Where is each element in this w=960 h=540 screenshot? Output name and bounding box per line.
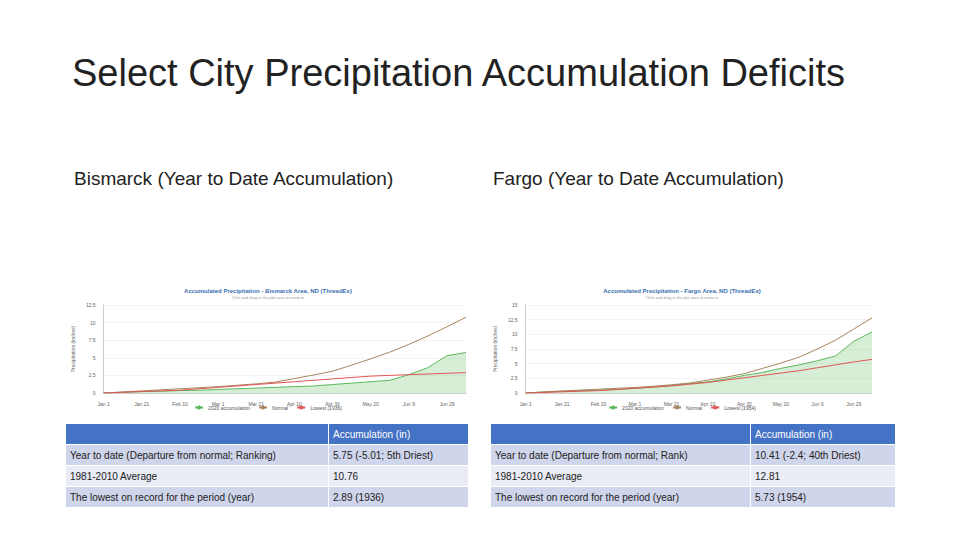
svg-text:Jan 21: Jan 21: [134, 401, 149, 407]
svg-text:12.5: 12.5: [86, 302, 96, 308]
html-text:12.81: 12.81: [755, 470, 780, 482]
svg-text:Lowest (1954): Lowest (1954): [724, 405, 756, 411]
svg-text:Normal: Normal: [272, 405, 288, 411]
svg-text:10: 10: [512, 331, 518, 337]
svg-text:Normal: Normal: [686, 405, 702, 411]
svg-text:7.5: 7.5: [511, 346, 518, 352]
html-text:10.76: 10.76: [333, 470, 358, 482]
svg-text:May 20: May 20: [773, 401, 790, 407]
svg-text:Apr 10: Apr 10: [287, 401, 302, 407]
html-text:Bismarck (Year to Date Accumul: Bismarck (Year to Date Accumulation): [74, 168, 394, 189]
html-text:Year to date (Departure from n: Year to date (Departure from normal; Ran…: [70, 449, 276, 461]
svg-text:Jun 29: Jun 29: [846, 401, 861, 407]
html-text:Select City Precipitation Accu: Select City Precipitation Accumulation D…: [72, 52, 845, 94]
svg-text:Jun 9: Jun 9: [403, 401, 415, 407]
html-text:1981-2010 Average: 1981-2010 Average: [495, 470, 583, 482]
svg-text:10: 10: [90, 320, 96, 326]
html-text:Accumulation (in): Accumulation (in): [333, 428, 411, 440]
svg-text:Jan 1: Jan 1: [98, 401, 110, 407]
svg-text:5: 5: [515, 361, 518, 367]
html-text:Accumulation (in): Accumulation (in): [755, 428, 833, 440]
svg-text:Feb 10: Feb 10: [591, 401, 607, 407]
svg-text:Mar 1: Mar 1: [628, 400, 642, 407]
html-text:The lowest on record for the p: The lowest on record for the period (yea…: [495, 491, 679, 503]
svg-text:Apr 30: Apr 30: [737, 400, 752, 407]
svg-text:Mar 21: Mar 21: [663, 400, 680, 407]
svg-text:Mar 1: Mar 1: [211, 400, 225, 407]
html-text:5.75 (-5.01; 5th Driest): 5.75 (-5.01; 5th Driest): [333, 449, 433, 461]
svg-text:Jun 29: Jun 29: [439, 401, 454, 407]
svg-text:2.5: 2.5: [511, 375, 518, 381]
svg-text:2.5: 2.5: [89, 372, 96, 378]
svg-text:7.5: 7.5: [89, 337, 96, 343]
svg-text:Apr 30: Apr 30: [325, 400, 340, 407]
svg-text:12.5: 12.5: [508, 317, 518, 323]
svg-text:Precipitation (inches): Precipitation (inches): [70, 325, 76, 372]
svg-text:Jun 9: Jun 9: [811, 401, 823, 407]
svg-text:Feb 10: Feb 10: [172, 401, 188, 407]
svg-text:Jan 21: Jan 21: [555, 401, 570, 407]
svg-text:Mar 21: Mar 21: [248, 401, 264, 407]
html-text:2.89 (1936): 2.89 (1936): [333, 491, 385, 503]
svg-text:Accumulated Precipitation - Bi: Accumulated Precipitation - Bismarck Are…: [184, 288, 352, 294]
svg-text:Click and drag in the plot are: Click and drag in the plot area to zoom …: [646, 295, 719, 300]
svg-text:Jan 1: Jan 1: [520, 401, 532, 407]
svg-text:Accumulated Precipitation - Fa: Accumulated Precipitation - Fargo Area, …: [603, 288, 760, 294]
svg-text:0: 0: [93, 390, 96, 396]
svg-text:5: 5: [93, 355, 96, 361]
svg-text:Precipitation (inches): Precipitation (inches): [492, 325, 498, 372]
svg-text:Apr 10: Apr 10: [701, 401, 716, 407]
html-text:5.73 (1954): 5.73 (1954): [755, 491, 807, 503]
html-text:Year to date (Departure from n: Year to date (Departure from normal; Ran…: [495, 449, 688, 461]
svg-text:Lowest (1936): Lowest (1936): [310, 405, 342, 411]
svg-text:2020 accumulation: 2020 accumulation: [208, 405, 250, 411]
svg-text:15: 15: [512, 302, 518, 308]
html-text:The lowest on record for the p: The lowest on record for the period (yea…: [70, 491, 254, 503]
svg-text:2020 accumulation: 2020 accumulation: [622, 405, 664, 411]
svg-text:0: 0: [515, 390, 518, 396]
html-text:1981-2010 Average: 1981-2010 Average: [70, 470, 158, 482]
svg-text:May 20: May 20: [362, 401, 379, 407]
html-text:10.41 (-2.4; 40th Driest): 10.41 (-2.4; 40th Driest): [755, 449, 861, 461]
html-text:Fargo (Year to Date Accumulati: Fargo (Year to Date Accumulation): [493, 168, 784, 189]
svg-text:Click and drag in the plot are: Click and drag in the plot area to zoom …: [232, 295, 305, 300]
